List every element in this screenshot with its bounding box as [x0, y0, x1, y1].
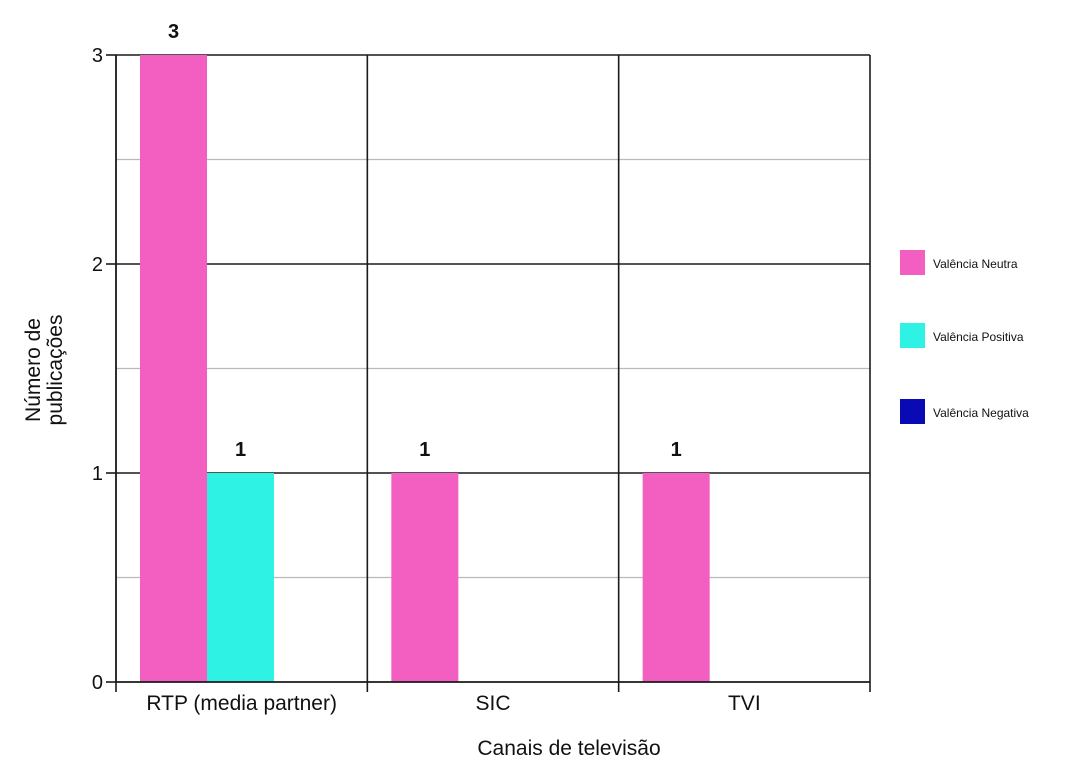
data-label: 1 — [419, 439, 430, 461]
data-label: 1 — [235, 439, 246, 461]
x-tick-label: RTP (media partner) — [146, 692, 337, 715]
data-label: 1 — [671, 439, 682, 461]
legend-label: Valência Neutra — [933, 257, 1018, 271]
y-axis-title: Número depublicações — [22, 315, 67, 426]
legend-item: Valência Positiva — [900, 323, 1024, 348]
y-tick-label: 1 — [92, 463, 103, 485]
y-tick-label: 0 — [92, 672, 103, 694]
bars — [140, 55, 710, 682]
y-tick-label: 3 — [92, 45, 103, 67]
x-axis-title: Canais de televisão — [477, 737, 660, 760]
y-axis-title-line: Número de — [22, 318, 45, 422]
legend-swatch — [900, 399, 925, 424]
legend: Valência Neutra Valência Positiva Valência… — [900, 250, 1029, 424]
axes — [106, 54, 871, 692]
data-label: 3 — [168, 21, 179, 43]
y-axis-title-line: publicações — [44, 315, 67, 426]
bar — [207, 473, 274, 682]
labels: 3 1 1 1 0 1 2 3 RTP (media partner) SIC TVI Canais … — [22, 21, 761, 760]
legend-item: Valência Negativa — [900, 399, 1029, 424]
bar — [642, 473, 710, 682]
legend-swatch — [900, 323, 925, 348]
x-tick-label: TVI — [728, 692, 761, 715]
legend-label: Valência Positiva — [933, 330, 1024, 344]
legend-swatch — [900, 250, 925, 275]
legend-item: Valência Neutra — [900, 250, 1018, 275]
legend-label: Valência Negativa — [933, 406, 1029, 420]
x-tick-label: SIC — [475, 692, 510, 715]
bar — [391, 473, 459, 682]
bar — [140, 55, 207, 682]
y-tick-label: 2 — [92, 254, 103, 276]
